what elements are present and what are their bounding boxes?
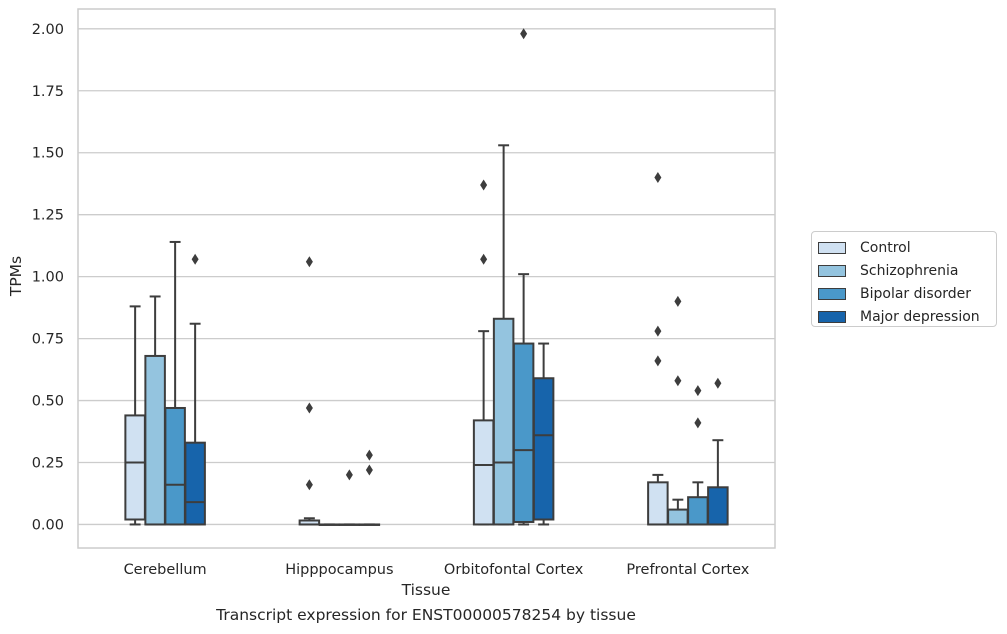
chart-caption: Transcript expression for ENST0000057825… (216, 606, 636, 624)
y-tick-label: 0.25 (32, 456, 64, 472)
legend-swatch-schizophrenia (818, 264, 846, 277)
outlier-point (191, 253, 199, 265)
box (532, 377, 555, 521)
x-tick-label: Hipppocampus (285, 562, 393, 578)
x-axis-label: Tissue (401, 581, 451, 599)
boxes-layer (124, 28, 729, 526)
box (144, 354, 166, 526)
legend-swatch-bipolar-disorder (818, 287, 846, 300)
y-axis-ticks: 0.00 0.25 0.50 0.75 1.00 1.25 1.50 1.75 2.00 (32, 22, 64, 534)
legend-label-control: Control (860, 239, 911, 256)
box (472, 419, 495, 526)
y-tick-label: 1.25 (32, 208, 64, 224)
outlier-point (654, 355, 662, 367)
outlier-point (345, 469, 353, 481)
outlier-point (694, 385, 702, 397)
box (647, 481, 669, 526)
legend-swatch-control (818, 241, 846, 254)
legend-label-major-depression: Major depression (860, 308, 980, 325)
box (512, 342, 535, 523)
box (707, 486, 729, 526)
legend-swatch-major-depression (818, 310, 846, 323)
y-tick-label: 0.50 (32, 394, 64, 410)
outlier-point (305, 256, 313, 268)
outlier-point (305, 402, 313, 414)
outlier-point (694, 417, 702, 429)
x-tick-label: Orbitofontal Cortex (444, 562, 584, 578)
legend-label-schizophrenia: Schizophrenia (860, 262, 959, 279)
outlier-point (480, 253, 488, 265)
legend-label-bipolar-disorder: Bipolar disorder (860, 285, 972, 302)
legend-item-major-depression: Major depression (818, 305, 996, 328)
y-tick-label: 0.00 (32, 517, 64, 533)
y-tick-label: 1.00 (32, 270, 64, 286)
y-tick-label: 0.75 (32, 332, 64, 348)
outlier-point (674, 375, 682, 387)
box (184, 441, 206, 526)
box (164, 406, 186, 526)
outlier-point (654, 325, 662, 337)
x-tick-label: Cerebellum (124, 562, 207, 578)
legend-item-schizophrenia: Schizophrenia (818, 259, 996, 282)
plot-area (77, 8, 776, 549)
legend-item-control: Control (818, 236, 996, 259)
outlier-point (714, 377, 722, 389)
y-tick-label: 2.00 (32, 22, 64, 38)
outlier-point (520, 28, 528, 40)
outlier-point (480, 179, 488, 191)
outlier-point (365, 449, 373, 461)
box (124, 414, 146, 521)
outlier-point (365, 464, 373, 476)
outlier-point (674, 295, 682, 307)
y-axis-label: TPMs (7, 256, 25, 297)
box (492, 317, 515, 526)
y-tick-label: 1.75 (32, 84, 64, 100)
legend: Control Schizophrenia Bipolar disorder M… (811, 231, 997, 327)
box (687, 496, 709, 526)
legend-item-bipolar-disorder: Bipolar disorder (818, 282, 996, 305)
outlier-point (305, 479, 313, 491)
outlier-point (654, 172, 662, 184)
box (667, 508, 689, 526)
x-axis-ticks: Cerebellum Hipppocampus Orbitofontal Corte… (124, 562, 750, 578)
x-tick-label: Prefrontal Cortex (626, 562, 749, 578)
y-tick-label: 1.50 (32, 146, 64, 162)
